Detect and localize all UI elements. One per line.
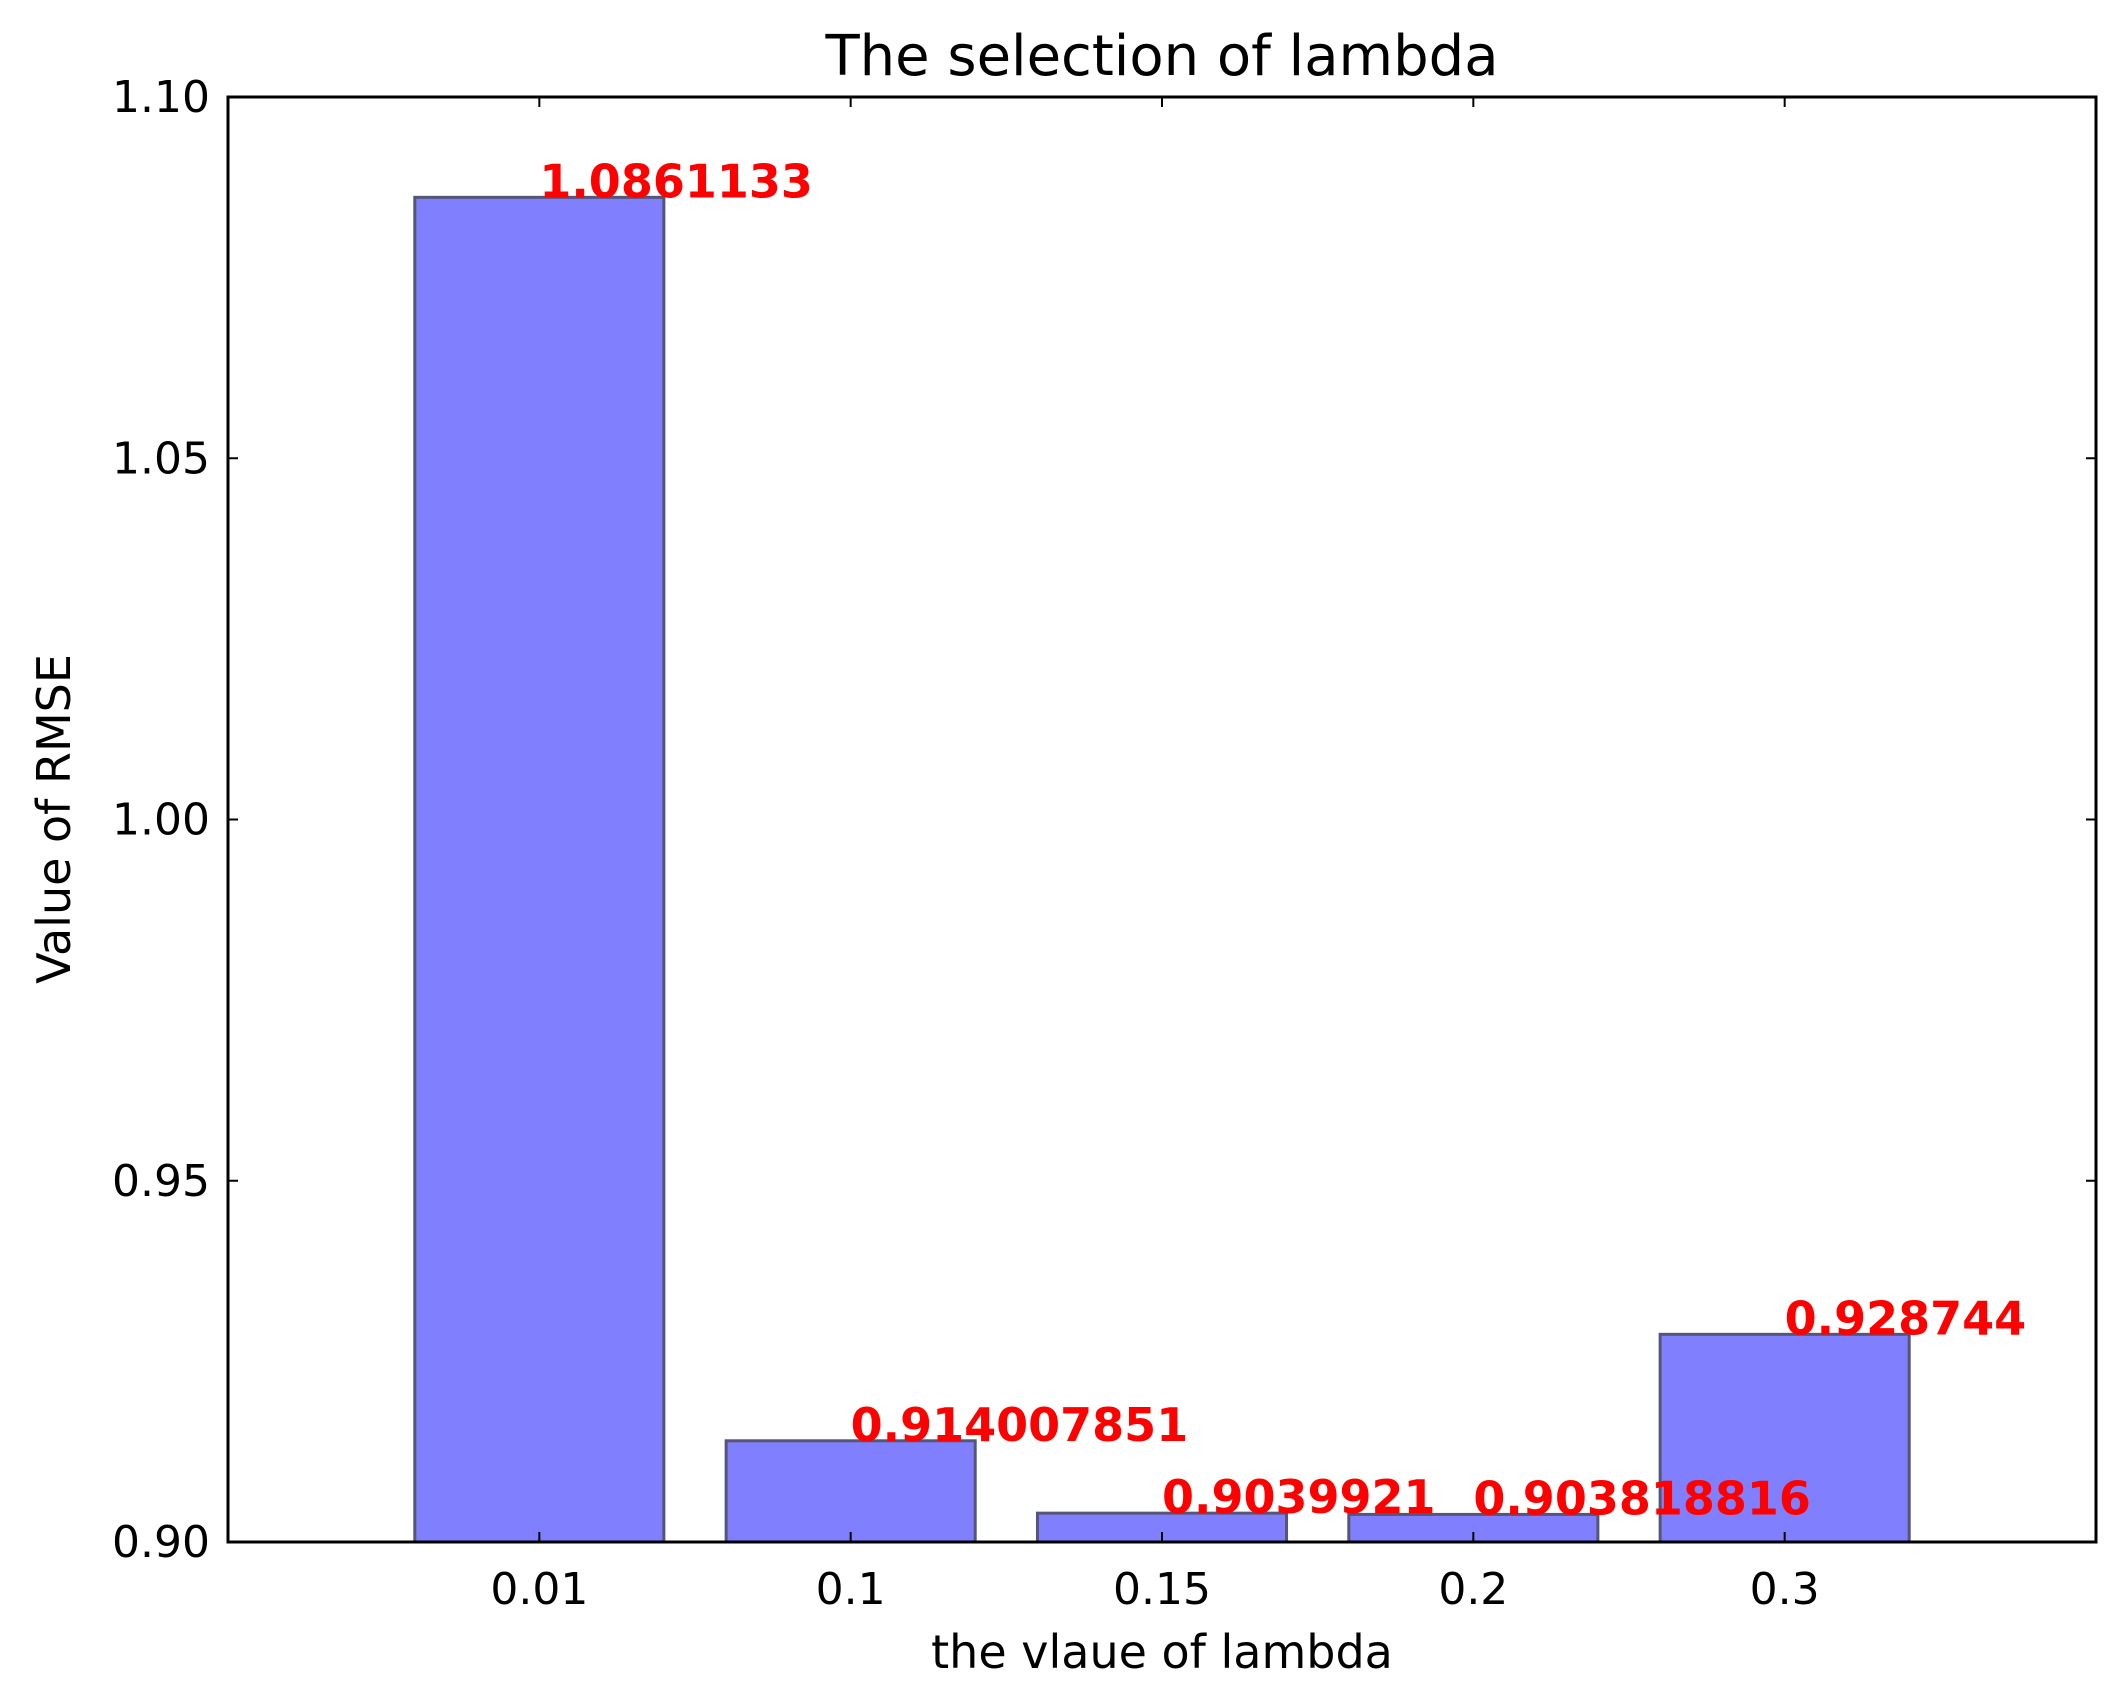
bars-layer [413,195,1911,1544]
bar [724,1439,977,1544]
x-tick-label: 0.01 [490,1564,588,1615]
y-tick-label: 1.00 [112,795,210,846]
ticks-layer: 0.01 0.1 0.15 0.2 0.3 0.90 0.95 1.00 1.05 1.10 [112,72,2096,1615]
data-label: 1.0861133 [539,154,813,208]
y-axis-label: Value of RMSE [27,654,81,984]
y-tick-label: 1.10 [112,72,210,123]
x-tick-label: 0.15 [1113,1564,1211,1615]
x-tick-label: 0.2 [1438,1564,1508,1615]
bar [413,195,666,1544]
y-tick-label: 0.90 [112,1517,210,1568]
chart-title: The selection of lambda [824,24,1498,89]
data-label: 0.914007851 [851,1398,1189,1452]
x-axis-label: the vlaue of lambda [931,1625,1393,1679]
x-tick-label: 0.1 [816,1564,886,1615]
data-label: 0.928744 [1785,1291,2027,1345]
y-tick-label: 1.05 [112,433,210,484]
x-tick-label: 0.3 [1750,1564,1820,1615]
data-labels-layer: 1.0861133 0.914007851 0.9039921 0.903818816… [539,154,2026,1525]
y-tick-label: 0.95 [112,1156,210,1207]
data-label: 0.903818816 [1473,1471,1811,1525]
data-label: 0.9039921 [1162,1470,1436,1524]
axes-frame [226,95,2098,1544]
